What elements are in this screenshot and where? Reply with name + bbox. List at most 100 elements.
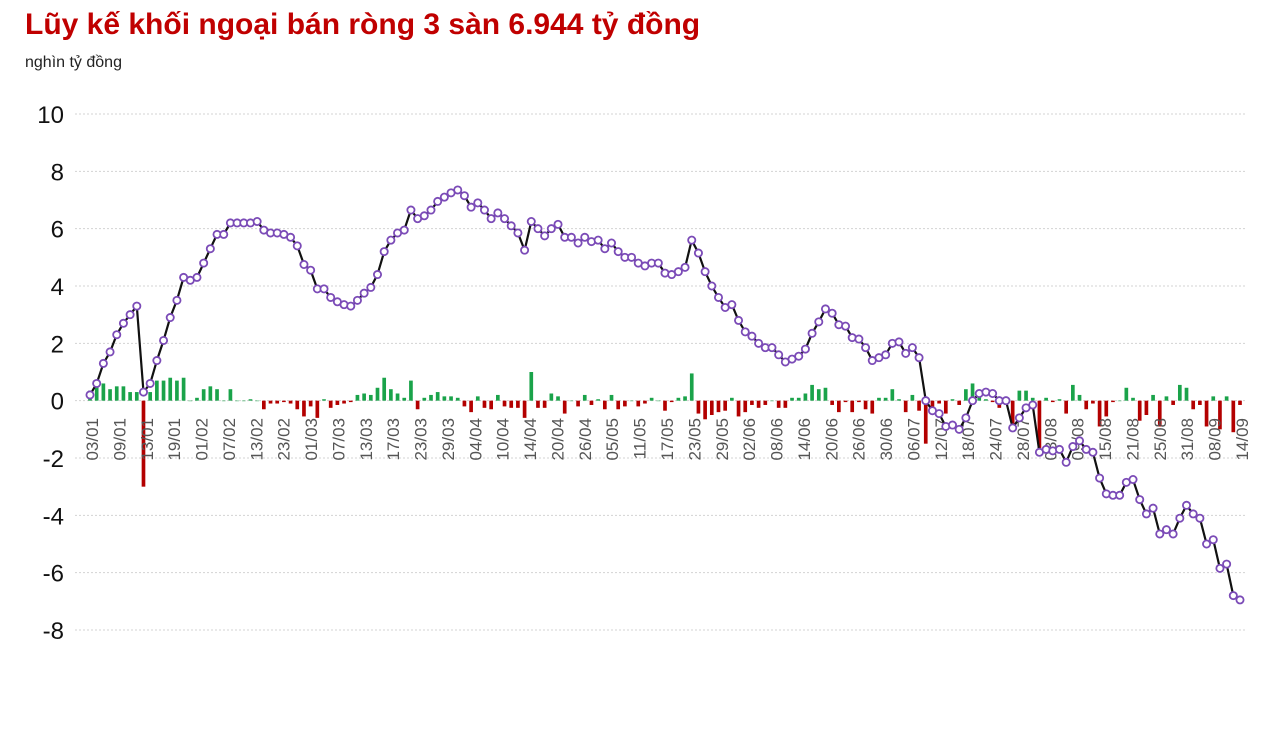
data-point [988,388,998,398]
x-tick-label: 23/05 [685,418,704,461]
data-point [85,390,95,400]
data-point [433,196,443,206]
bar [1050,400,1055,403]
bar [903,400,908,413]
data-point [1135,495,1145,505]
bar [950,399,955,401]
bar [669,400,674,403]
bar [1171,400,1175,405]
x-tick-label: 24/07 [987,418,1006,461]
bar [282,400,286,403]
data-point [854,334,864,344]
y-tick-label: -4 [43,503,64,530]
bar [302,400,306,417]
bar [1131,397,1135,401]
gridlines [75,113,1245,631]
x-tick-label: 19/01 [165,418,184,461]
bar [181,377,186,401]
bar [261,400,266,410]
data-point [1028,400,1038,410]
data-point [747,331,757,341]
bar [1010,400,1015,428]
data-point [1235,595,1245,605]
data-point [734,315,744,325]
x-tick-label: 02/06 [740,418,759,461]
bar [114,386,119,401]
bar [616,400,621,410]
data-point [1202,539,1212,549]
x-tick-label: 17/03 [384,418,403,461]
data-point [118,318,128,328]
bar [215,389,219,401]
data-point [754,338,764,348]
data-point [520,245,530,255]
data-point [948,420,958,430]
data-point [366,282,376,292]
bar [375,387,380,401]
bar [348,400,353,403]
bar [1157,400,1162,427]
bar [756,400,761,408]
bar [268,400,273,404]
data-point [479,205,489,215]
data-point [700,267,710,277]
bar [562,400,567,414]
data-point [219,229,229,239]
x-tick-label: 08/09 [1206,418,1225,461]
data-point [493,208,503,218]
x-tick-label: 04/04 [466,418,485,461]
data-point [466,202,476,212]
bar [917,400,921,411]
data-point [1095,473,1105,483]
bar [883,397,888,401]
bar [409,380,413,401]
y-axis-unit-label: nghìn tỷ đồng [25,54,122,71]
x-tick-label: 29/03 [439,418,458,461]
y-tick-label: 2 [51,331,64,358]
data-point [727,300,737,310]
bar [1137,400,1142,421]
data-point [399,225,409,235]
data-point [1001,396,1011,406]
data-point [673,267,683,277]
x-tick-label: 06/07 [904,418,923,461]
bar [134,392,139,401]
x-tick-label: 03/01 [83,418,102,461]
data-point [814,317,824,327]
data-point [767,343,777,353]
bar [288,400,293,404]
bar [1064,400,1069,414]
bar [770,400,774,402]
data-point [1195,513,1205,523]
data-point [426,205,436,215]
data-point [459,191,469,201]
bar [161,380,166,401]
bar [897,399,901,401]
bar [1117,400,1122,402]
cumulative-line [85,185,1245,605]
bar [295,400,300,410]
data-point [1054,444,1064,454]
data-point [299,259,309,269]
bar [1218,400,1222,430]
bar [389,389,393,401]
data-point [372,270,382,280]
bar [195,397,199,401]
data-point [105,347,115,357]
data-point [968,396,978,406]
data-point [1175,513,1185,523]
data-point [553,219,563,229]
x-tick-label: 26/06 [850,418,869,461]
bar [857,400,861,403]
data-point [506,221,516,231]
bar [155,380,159,401]
data-point [1128,474,1138,484]
data-point [841,321,851,331]
data-point [359,288,369,298]
data-point [1188,509,1198,519]
data-point [132,301,142,311]
y-tick-label: -8 [43,618,64,645]
bar [676,397,681,401]
x-tick-label: 30/06 [877,418,896,461]
data-point [145,378,155,388]
